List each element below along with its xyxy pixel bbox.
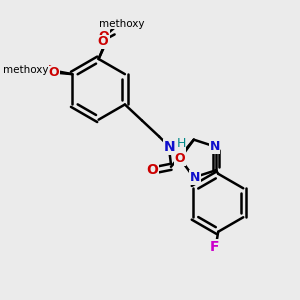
Text: O: O bbox=[49, 66, 59, 79]
Text: N: N bbox=[209, 140, 220, 153]
Text: N: N bbox=[164, 140, 176, 154]
Text: methoxy: methoxy bbox=[99, 19, 145, 29]
Text: O: O bbox=[146, 163, 158, 177]
Text: N: N bbox=[190, 171, 200, 184]
Text: O: O bbox=[98, 35, 108, 48]
Text: F: F bbox=[210, 240, 220, 254]
Text: O: O bbox=[42, 64, 53, 76]
Text: O: O bbox=[99, 30, 110, 44]
Text: H: H bbox=[176, 137, 186, 150]
Text: O: O bbox=[175, 152, 185, 165]
Text: methoxy: methoxy bbox=[3, 65, 48, 75]
